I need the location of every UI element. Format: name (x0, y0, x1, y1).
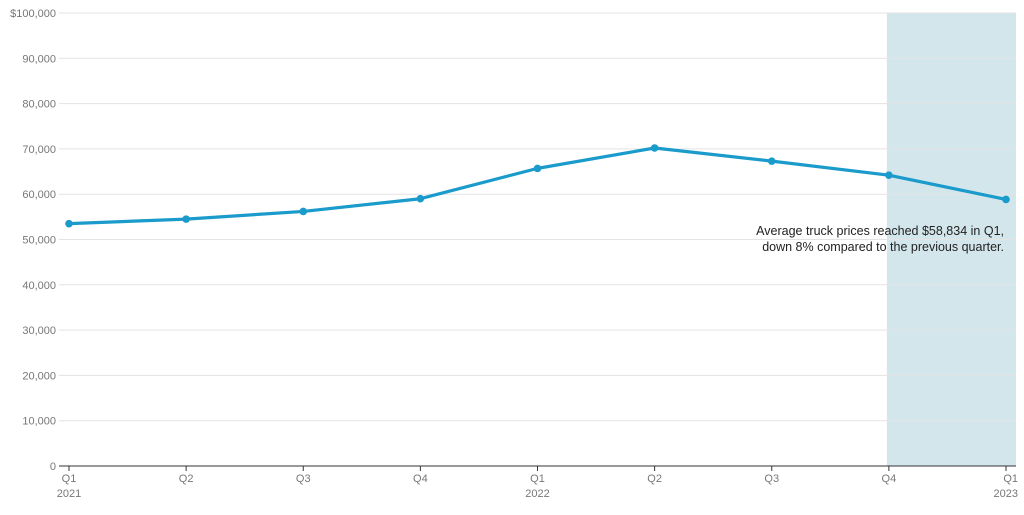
x-tick-label-year: 2021 (57, 488, 81, 500)
x-tick-label-quarter: Q3 (296, 473, 311, 485)
x-tick-label-quarter: Q4 (882, 473, 897, 485)
x-tick-label-quarter: Q1 (62, 473, 77, 485)
x-tick-label-year: 2023 (994, 488, 1018, 500)
y-tick-label: $100,000 (10, 8, 56, 20)
data-point (650, 144, 659, 152)
annotation-text: Average truck prices reached $58,834 in … (756, 224, 1004, 238)
y-tick-label: 90,000 (22, 53, 56, 65)
x-tick-label-year: 2022 (525, 488, 549, 500)
x-tick-label-quarter: Q1 (1003, 473, 1018, 485)
y-tick-label: 30,000 (22, 325, 56, 337)
y-tick-label: 40,000 (22, 280, 56, 292)
y-tick-label: 0 (50, 461, 56, 473)
y-tick-label: 80,000 (22, 99, 56, 111)
y-tick-label: 10,000 (22, 416, 56, 428)
y-tick-label: 70,000 (22, 144, 56, 156)
data-point (65, 219, 73, 228)
data-point (182, 215, 190, 223)
data-point (1002, 195, 1010, 204)
y-tick-label: 20,000 (22, 370, 56, 382)
x-tick-label-quarter: Q2 (179, 473, 194, 485)
x-tick-label-quarter: Q1 (530, 473, 545, 485)
data-point (533, 164, 542, 173)
y-tick-label: 60,000 (22, 189, 56, 201)
series-line (67, 146, 1008, 226)
x-tick-label-quarter: Q3 (764, 473, 779, 485)
y-tick-label: 50,000 (22, 235, 56, 247)
x-tick-label-quarter: Q2 (647, 473, 662, 485)
data-point (767, 157, 776, 165)
data-point (885, 171, 893, 179)
x-tick-label-quarter: Q4 (413, 473, 428, 485)
data-point (416, 194, 425, 203)
annotation-text: down 8% compared to the previous quarter… (762, 240, 1004, 254)
data-point (299, 207, 308, 216)
